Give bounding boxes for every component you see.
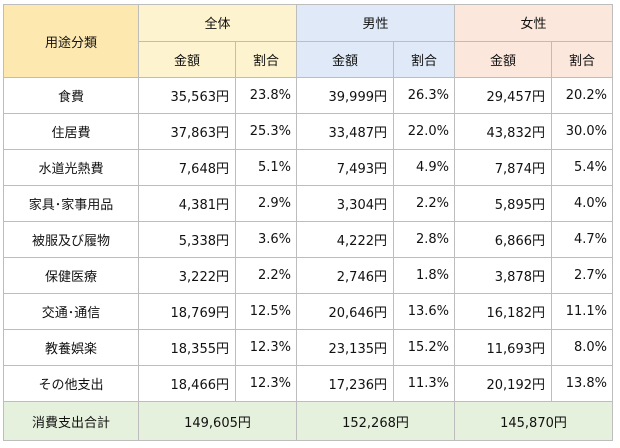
ratio-all-cell: 23.8% bbox=[235, 77, 297, 114]
expense-table: 用途分類 全体 男性 女性 金額 割合 金額 割合 金額 割合 食費 35,56… bbox=[3, 4, 613, 441]
amount-male-cell: 4,222円 bbox=[296, 221, 394, 258]
ratio-male-cell: 2.2% bbox=[393, 185, 455, 222]
table-row: 住居費 37,863円 25.3% 33,487円 22.0% 43,832円 … bbox=[3, 113, 613, 150]
amount-male-cell: 23,135円 bbox=[296, 329, 394, 366]
amount-all-cell: 5,338円 bbox=[138, 221, 236, 258]
category-cell: 食費 bbox=[3, 77, 139, 114]
category-cell: 水道光熱費 bbox=[3, 149, 139, 186]
category-cell: 被服及び履物 bbox=[3, 221, 139, 258]
category-cell: 教養娯楽 bbox=[3, 329, 139, 366]
amount-female-cell: 43,832円 bbox=[454, 113, 552, 150]
category-cell: 住居費 bbox=[3, 113, 139, 150]
table-row: 食費 35,563円 23.8% 39,999円 26.3% 29,457円 2… bbox=[3, 77, 613, 114]
ratio-all-cell: 5.1% bbox=[235, 149, 297, 186]
ratio-all-cell: 2.9% bbox=[235, 185, 297, 222]
category-cell: 保健医療 bbox=[3, 257, 139, 294]
amount-female-cell: 3,878円 bbox=[454, 257, 552, 294]
total-male-cell: 152,268円 bbox=[296, 401, 455, 441]
ratio-all-cell: 25.3% bbox=[235, 113, 297, 150]
category-cell: その他支出 bbox=[3, 365, 139, 402]
total-all-cell: 149,605円 bbox=[138, 401, 297, 441]
amount-female-cell: 16,182円 bbox=[454, 293, 552, 330]
amount-male-cell: 2,746円 bbox=[296, 257, 394, 294]
table-row: その他支出 18,466円 12.3% 17,236円 11.3% 20,192… bbox=[3, 365, 613, 402]
amount-header-female: 金額 bbox=[454, 40, 552, 78]
table-row: 交通･通信 18,769円 12.5% 20,646円 13.6% 16,182… bbox=[3, 293, 613, 330]
header-row-groups: 用途分類 全体 男性 女性 bbox=[3, 4, 613, 78]
group-header-male: 男性 bbox=[296, 4, 455, 42]
amount-male-cell: 3,304円 bbox=[296, 185, 394, 222]
table-row: 被服及び履物 5,338円 3.6% 4,222円 2.8% 6,866円 4.… bbox=[3, 221, 613, 258]
ratio-female-cell: 4.0% bbox=[551, 185, 613, 222]
group-header-female: 女性 bbox=[454, 4, 613, 42]
ratio-male-cell: 11.3% bbox=[393, 365, 455, 402]
amount-male-cell: 20,646円 bbox=[296, 293, 394, 330]
ratio-all-cell: 12.3% bbox=[235, 329, 297, 366]
ratio-male-cell: 26.3% bbox=[393, 77, 455, 114]
total-female-cell: 145,870円 bbox=[454, 401, 613, 441]
table-row: 水道光熱費 7,648円 5.1% 7,493円 4.9% 7,874円 5.4… bbox=[3, 149, 613, 186]
ratio-female-cell: 30.0% bbox=[551, 113, 613, 150]
amount-all-cell: 37,863円 bbox=[138, 113, 236, 150]
amount-all-cell: 35,563円 bbox=[138, 77, 236, 114]
amount-female-cell: 20,192円 bbox=[454, 365, 552, 402]
amount-male-cell: 7,493円 bbox=[296, 149, 394, 186]
ratio-all-cell: 12.5% bbox=[235, 293, 297, 330]
amount-header-all: 金額 bbox=[138, 40, 236, 78]
category-cell: 家具･家事用品 bbox=[3, 185, 139, 222]
amount-female-cell: 29,457円 bbox=[454, 77, 552, 114]
table-row: 教養娯楽 18,355円 12.3% 23,135円 15.2% 11,693円… bbox=[3, 329, 613, 366]
ratio-female-cell: 5.4% bbox=[551, 149, 613, 186]
amount-all-cell: 7,648円 bbox=[138, 149, 236, 186]
ratio-header-male: 割合 bbox=[393, 40, 455, 78]
ratio-male-cell: 1.8% bbox=[393, 257, 455, 294]
ratio-all-cell: 12.3% bbox=[235, 365, 297, 402]
group-header-all: 全体 bbox=[138, 4, 297, 42]
category-cell: 交通･通信 bbox=[3, 293, 139, 330]
amount-male-cell: 33,487円 bbox=[296, 113, 394, 150]
ratio-female-cell: 8.0% bbox=[551, 329, 613, 366]
ratio-header-female: 割合 bbox=[551, 40, 613, 78]
amount-all-cell: 3,222円 bbox=[138, 257, 236, 294]
header-row-metrics: 金額 割合 金額 割合 金額 割合 bbox=[4, 40, 613, 78]
ratio-all-cell: 2.2% bbox=[235, 257, 297, 294]
ratio-female-cell: 11.1% bbox=[551, 293, 613, 330]
amount-female-cell: 6,866円 bbox=[454, 221, 552, 258]
ratio-male-cell: 2.8% bbox=[393, 221, 455, 258]
ratio-female-cell: 13.8% bbox=[551, 365, 613, 402]
amount-all-cell: 18,355円 bbox=[138, 329, 236, 366]
category-header: 用途分類 bbox=[3, 4, 139, 78]
amount-all-cell: 18,769円 bbox=[138, 293, 236, 330]
amount-male-cell: 39,999円 bbox=[296, 77, 394, 114]
ratio-female-cell: 20.2% bbox=[551, 77, 613, 114]
amount-female-cell: 7,874円 bbox=[454, 149, 552, 186]
ratio-female-cell: 4.7% bbox=[551, 221, 613, 258]
table-row: 家具･家事用品 4,381円 2.9% 3,304円 2.2% 5,895円 4… bbox=[3, 185, 613, 222]
amount-all-cell: 18,466円 bbox=[138, 365, 236, 402]
ratio-female-cell: 2.7% bbox=[551, 257, 613, 294]
total-row: 消費支出合計 149,605円 152,268円 145,870円 bbox=[3, 401, 613, 441]
ratio-all-cell: 3.6% bbox=[235, 221, 297, 258]
amount-all-cell: 4,381円 bbox=[138, 185, 236, 222]
table-row: 保健医療 3,222円 2.2% 2,746円 1.8% 3,878円 2.7% bbox=[3, 257, 613, 294]
amount-female-cell: 5,895円 bbox=[454, 185, 552, 222]
ratio-male-cell: 22.0% bbox=[393, 113, 455, 150]
ratio-male-cell: 15.2% bbox=[393, 329, 455, 366]
amount-female-cell: 11,693円 bbox=[454, 329, 552, 366]
ratio-header-all: 割合 bbox=[235, 40, 297, 78]
amount-male-cell: 17,236円 bbox=[296, 365, 394, 402]
expense-table-container: 用途分類 全体 男性 女性 金額 割合 金額 割合 金額 割合 食費 35,56… bbox=[3, 4, 613, 441]
ratio-male-cell: 13.6% bbox=[393, 293, 455, 330]
amount-header-male: 金額 bbox=[296, 40, 394, 78]
total-label: 消費支出合計 bbox=[3, 401, 139, 441]
ratio-male-cell: 4.9% bbox=[393, 149, 455, 186]
